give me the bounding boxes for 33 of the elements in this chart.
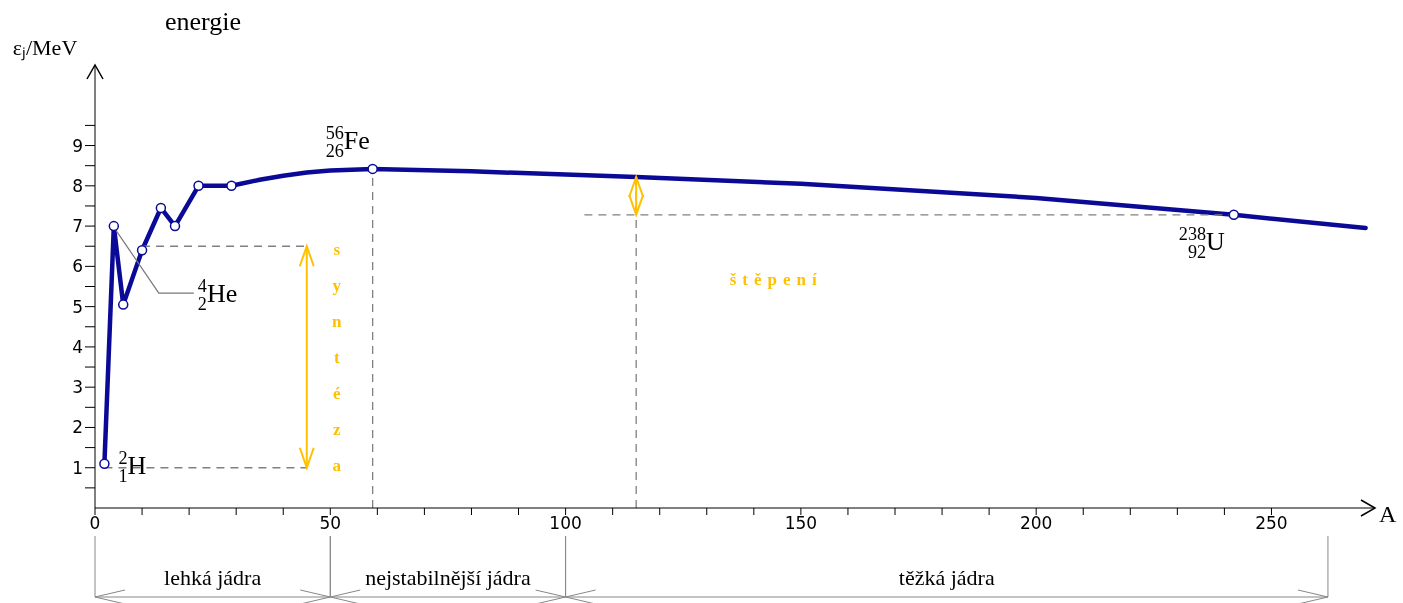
y-tick-label: 6 xyxy=(72,256,83,277)
y-tick-label: 4 xyxy=(72,336,83,357)
x-tick-label: 0 xyxy=(89,513,101,534)
y-tick-label: 2 xyxy=(72,417,83,438)
y-tick-label: 8 xyxy=(72,175,83,196)
y-axis-title: εⱼ/MeV xyxy=(12,35,78,61)
text: těžká jádra xyxy=(898,565,995,590)
y-tick-label: 5 xyxy=(72,296,83,317)
point xyxy=(155,202,167,214)
point xyxy=(169,220,181,232)
x-tick-label: 150 xyxy=(784,513,818,534)
x-tick-label: 100 xyxy=(549,513,582,534)
x-tick-label: 250 xyxy=(1255,513,1288,534)
x-tick-label: 200 xyxy=(1019,513,1053,534)
x-tick-label: 50 xyxy=(319,513,342,534)
y-tick-label: 9 xyxy=(72,135,83,156)
x-axis-title: A xyxy=(1379,501,1397,527)
y-tick-label: 7 xyxy=(72,216,83,237)
y-tick-label: 1 xyxy=(72,457,83,478)
point xyxy=(367,163,378,175)
annotation: štěpení xyxy=(729,269,823,289)
point xyxy=(117,299,129,310)
text: lehká jádra xyxy=(164,565,262,590)
text: energie xyxy=(165,7,242,36)
point xyxy=(226,180,237,192)
point xyxy=(99,458,110,469)
annotation: syntéza xyxy=(332,239,343,475)
y-tick-label: 3 xyxy=(72,377,83,398)
point xyxy=(1228,209,1240,221)
text: nejstabilnější jádra xyxy=(365,565,531,590)
point xyxy=(193,180,204,192)
point xyxy=(108,220,120,232)
point xyxy=(136,245,148,256)
